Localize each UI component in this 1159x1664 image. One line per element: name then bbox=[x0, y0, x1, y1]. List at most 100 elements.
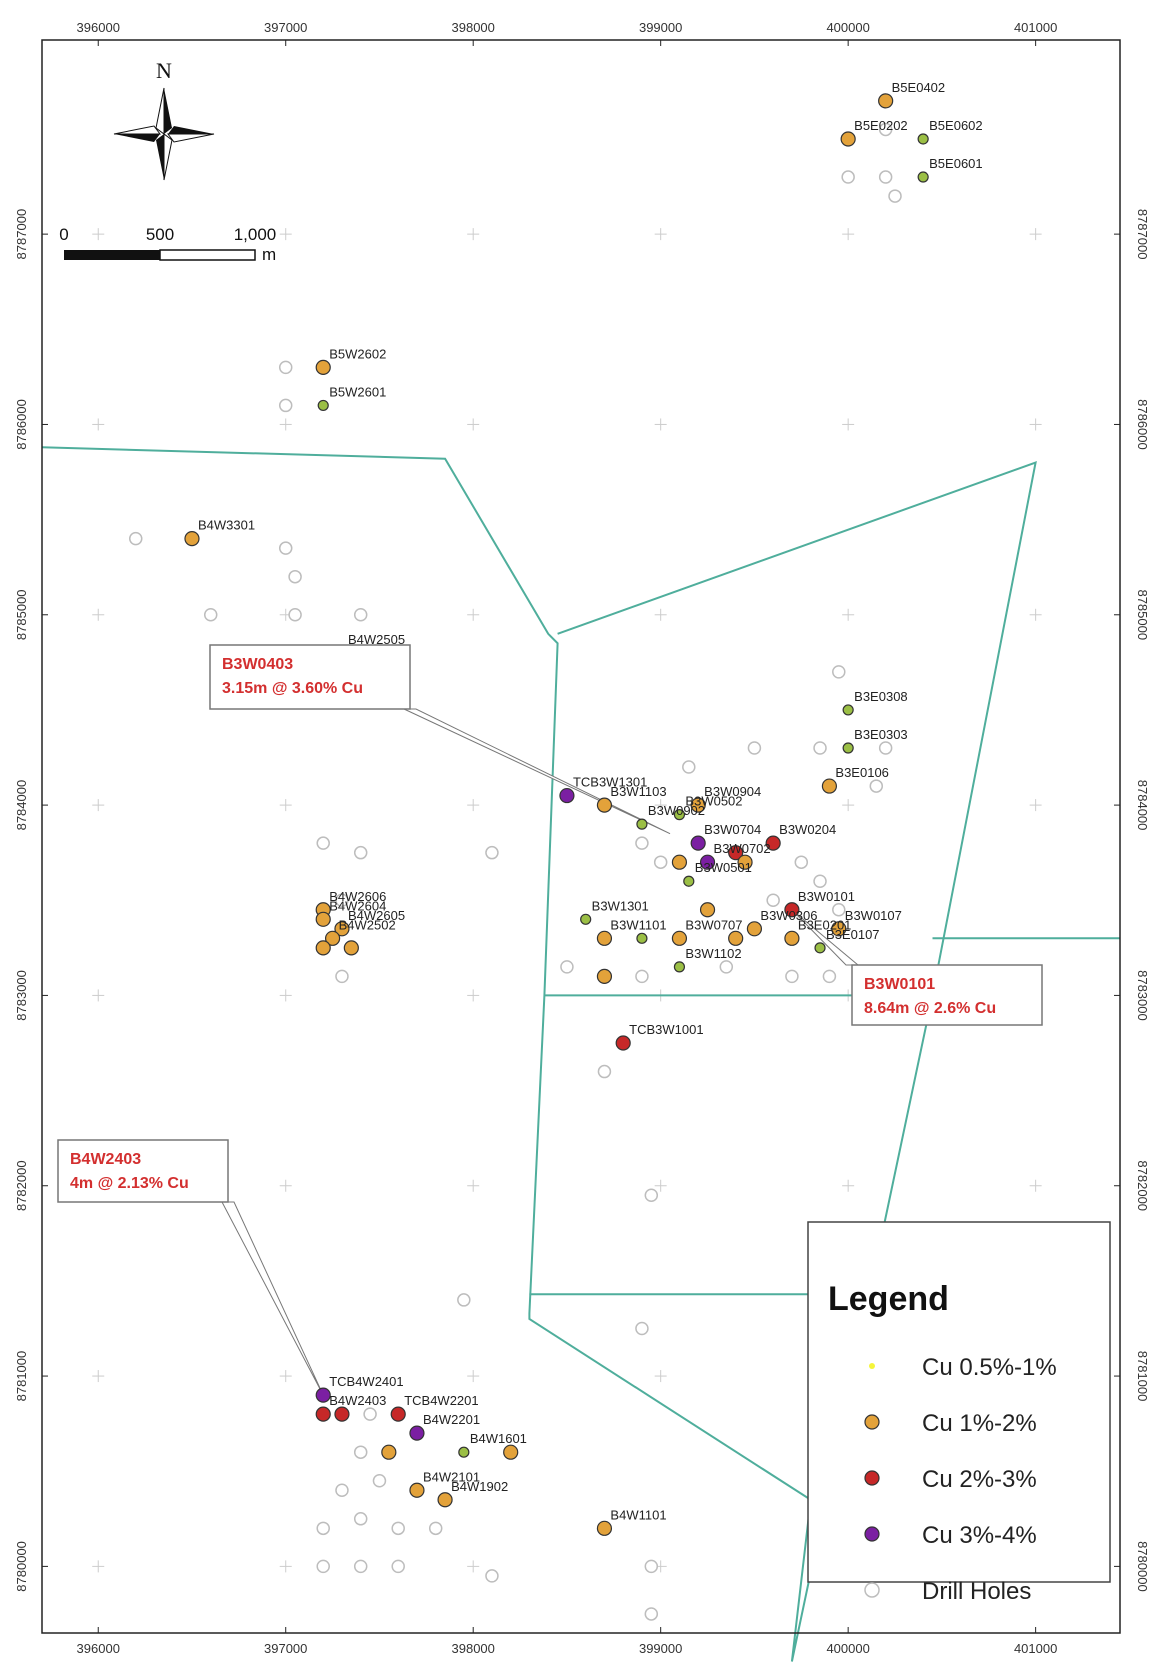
assay-hole-marker bbox=[636, 932, 648, 944]
assay-hole-marker bbox=[315, 1387, 331, 1403]
callout-box bbox=[209, 644, 411, 710]
y-tick-label-right: 8781000 bbox=[1135, 1351, 1150, 1402]
drill-hole-marker bbox=[335, 1483, 349, 1498]
drill-hole-marker bbox=[878, 122, 893, 137]
assay-hole-marker bbox=[673, 961, 686, 973]
x-tick-label-top: 400000 bbox=[826, 20, 869, 35]
drill-hole-marker bbox=[747, 741, 762, 755]
callout-title: B3W0101 bbox=[864, 976, 935, 993]
drill-hole-marker bbox=[353, 1512, 368, 1526]
y-tick-label-right: 8782000 bbox=[1135, 1160, 1150, 1211]
y-tick-label-left: 8783000 bbox=[14, 970, 29, 1021]
map-frame bbox=[41, 39, 1121, 1634]
hole-label: TCB3W1301 bbox=[573, 775, 647, 790]
hole-label: B3E0303 bbox=[854, 727, 908, 742]
drill-hole-marker bbox=[719, 960, 734, 974]
callout-value: 8.64m @ 2.6% Cu bbox=[864, 1000, 996, 1017]
assay-hole-marker bbox=[596, 797, 613, 813]
drill-hole-marker bbox=[560, 960, 574, 974]
callout-title: B3W0403 bbox=[222, 656, 293, 673]
y-tick-label-right: 8787000 bbox=[1135, 209, 1150, 260]
drill-hole-marker bbox=[485, 1569, 499, 1583]
hole-label: B4W1101 bbox=[610, 1507, 666, 1522]
callout-value: 4m @ 2.13% Cu bbox=[70, 1175, 189, 1192]
hole-label: B3W0306 bbox=[760, 908, 817, 923]
north-arrow: N bbox=[113, 58, 215, 181]
drill-hole-marker bbox=[644, 1607, 659, 1621]
hole-label: B4W2403 bbox=[329, 1393, 386, 1408]
hole-label: B3W0107 bbox=[845, 908, 902, 923]
y-tick-label-right: 8783000 bbox=[1135, 970, 1150, 1021]
drill-hole-marker bbox=[391, 1559, 405, 1574]
assay-hole-marker bbox=[784, 930, 800, 946]
x-tick-label-top: 396000 bbox=[77, 20, 120, 35]
hole-label: B3W0704 bbox=[704, 822, 761, 837]
assay-hole-marker bbox=[315, 359, 331, 375]
assay-hole-marker bbox=[409, 1482, 425, 1498]
assay-hole-marker bbox=[409, 1425, 425, 1441]
legend-label: Cu 0.5%-1% bbox=[922, 1354, 1057, 1381]
y-tick-label-left: 8786000 bbox=[14, 399, 29, 450]
drill-hole-marker bbox=[653, 855, 668, 869]
drill-hole-marker bbox=[428, 1521, 443, 1536]
axis-ticks: 396000 396000 397000 397000 398000 398000 3990… bbox=[14, 20, 1150, 1656]
x-tick-label-bottom: 397000 bbox=[264, 1641, 307, 1656]
assay-hole-marker bbox=[381, 1444, 397, 1460]
y-tick-label-right: 8784000 bbox=[1135, 780, 1150, 831]
boundary-lines bbox=[41, 446, 1120, 1662]
hole-label: B3E0106 bbox=[835, 765, 889, 780]
scale-bar-solid bbox=[64, 250, 160, 260]
y-tick-label-left: 8785000 bbox=[14, 589, 29, 640]
hole-label: B4W2605 bbox=[348, 908, 405, 923]
x-tick-label-top: 398000 bbox=[452, 20, 495, 35]
x-tick-label-bottom: 400000 bbox=[826, 1641, 869, 1656]
boundary-line bbox=[41, 446, 1037, 1662]
assay-hole-marker bbox=[615, 1035, 631, 1051]
drill-hole-marker bbox=[878, 170, 893, 184]
y-tick-label-right: 8786000 bbox=[1135, 399, 1150, 450]
hole-label: B4W3301 bbox=[198, 518, 255, 533]
y-tick-label-right: 8785000 bbox=[1135, 589, 1150, 640]
scale-bar-open bbox=[159, 249, 256, 261]
y-tick-label-left: 8784000 bbox=[14, 780, 29, 831]
drill-hole-marker bbox=[832, 903, 846, 917]
hole-label: B3W0902 bbox=[648, 803, 705, 818]
scale-label-500: 500 bbox=[146, 225, 174, 244]
hole-label: B5W2601 bbox=[329, 384, 386, 399]
assay-hole-marker bbox=[559, 787, 575, 804]
assay-hole-marker bbox=[184, 531, 200, 547]
assay-hole-marker bbox=[728, 930, 744, 946]
assay-hole-marker bbox=[765, 835, 781, 851]
assay-hole-marker bbox=[503, 1444, 519, 1460]
hole-label: B4W2201 bbox=[423, 1412, 480, 1427]
assay-hole-marker bbox=[458, 1446, 470, 1458]
hole-label: B4W1902 bbox=[451, 1479, 508, 1494]
assay-hole-marker bbox=[690, 835, 706, 851]
x-tick-label-bottom: 398000 bbox=[452, 1641, 495, 1656]
assay-hole-marker bbox=[437, 1492, 453, 1508]
x-tick-label-top: 401000 bbox=[1014, 20, 1057, 35]
drill-hole-marker bbox=[635, 969, 649, 984]
drill-hole-marker bbox=[832, 665, 846, 679]
hole-label: B5W2602 bbox=[329, 346, 386, 361]
assay-hole-marker bbox=[917, 133, 929, 145]
empty-drill-holes bbox=[128, 122, 902, 1621]
legend-title: Legend bbox=[828, 1280, 949, 1318]
hole-label: B3E0107 bbox=[826, 927, 880, 942]
hole-label: B3W0101 bbox=[798, 889, 855, 904]
legend-label: Cu 2%-3% bbox=[922, 1466, 1037, 1493]
legend-label: Cu 1%-2% bbox=[922, 1410, 1037, 1437]
callout-title: B4W2403 bbox=[70, 1151, 141, 1168]
assay-hole-marker bbox=[728, 845, 744, 861]
assay-hole-marker bbox=[390, 1406, 406, 1422]
drill-hole-marker bbox=[485, 845, 499, 860]
hole-label: B5E0601 bbox=[929, 156, 983, 171]
hole-label: B3W1102 bbox=[685, 946, 741, 961]
hole-label: B4W2604 bbox=[329, 898, 386, 913]
drill-hole-marker bbox=[372, 1473, 387, 1488]
hole-label: B3W1301 bbox=[592, 898, 649, 913]
scale-label-1000: 1,000 bbox=[234, 225, 277, 244]
legend-box bbox=[807, 1221, 1111, 1583]
drill-hole-marker bbox=[766, 893, 780, 908]
hole-label: B4W2505 bbox=[348, 632, 405, 647]
